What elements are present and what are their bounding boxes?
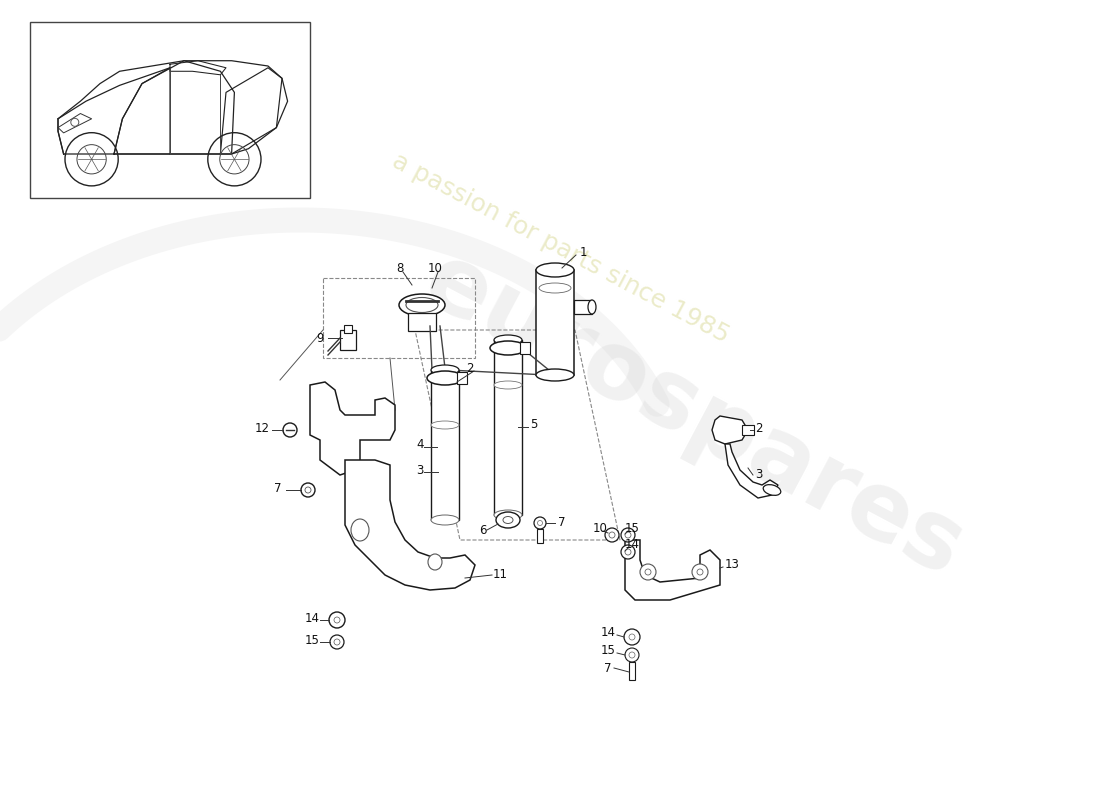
Bar bbox=[536, 270, 574, 375]
Ellipse shape bbox=[539, 283, 571, 293]
Circle shape bbox=[640, 564, 656, 580]
Circle shape bbox=[538, 521, 542, 526]
Circle shape bbox=[534, 517, 546, 529]
Text: 4: 4 bbox=[416, 438, 424, 451]
Ellipse shape bbox=[763, 485, 781, 495]
Text: 10: 10 bbox=[428, 262, 442, 274]
Ellipse shape bbox=[588, 300, 596, 314]
Ellipse shape bbox=[399, 294, 446, 316]
Circle shape bbox=[283, 423, 297, 437]
Polygon shape bbox=[310, 382, 395, 475]
Ellipse shape bbox=[494, 335, 522, 345]
Text: 7: 7 bbox=[604, 662, 612, 674]
Bar bbox=[629, 662, 635, 680]
Ellipse shape bbox=[494, 510, 522, 520]
Bar bbox=[431, 370, 459, 520]
Circle shape bbox=[605, 528, 619, 542]
Ellipse shape bbox=[536, 263, 574, 277]
Text: 14: 14 bbox=[625, 538, 639, 551]
Text: 15: 15 bbox=[601, 645, 615, 658]
Bar bbox=[344, 325, 352, 333]
Text: 8: 8 bbox=[396, 262, 404, 274]
Text: 13: 13 bbox=[725, 558, 740, 571]
Bar bbox=[323, 278, 475, 358]
Circle shape bbox=[301, 483, 315, 497]
Bar bbox=[537, 529, 543, 543]
Bar bbox=[408, 313, 436, 331]
Text: eurospares: eurospares bbox=[408, 235, 978, 597]
Bar bbox=[456, 372, 468, 384]
Circle shape bbox=[697, 569, 703, 575]
Bar bbox=[340, 330, 356, 350]
Text: 7: 7 bbox=[558, 517, 565, 530]
Circle shape bbox=[621, 528, 635, 542]
Circle shape bbox=[625, 532, 631, 538]
Ellipse shape bbox=[431, 421, 459, 429]
Text: 14: 14 bbox=[601, 626, 616, 639]
Polygon shape bbox=[712, 416, 748, 444]
Circle shape bbox=[629, 634, 635, 640]
Circle shape bbox=[624, 629, 640, 645]
Text: 1: 1 bbox=[580, 246, 587, 258]
Bar bbox=[742, 425, 754, 435]
Text: 6: 6 bbox=[480, 523, 486, 537]
Circle shape bbox=[334, 639, 340, 645]
Ellipse shape bbox=[351, 519, 369, 541]
Circle shape bbox=[609, 532, 615, 538]
Polygon shape bbox=[625, 540, 720, 600]
Text: 7: 7 bbox=[274, 482, 282, 494]
Text: 11: 11 bbox=[493, 569, 508, 582]
Ellipse shape bbox=[428, 554, 442, 570]
Ellipse shape bbox=[496, 512, 520, 528]
Circle shape bbox=[305, 487, 311, 493]
Bar bbox=[574, 300, 592, 314]
Polygon shape bbox=[725, 444, 778, 498]
Bar bbox=[520, 342, 530, 354]
Text: 9: 9 bbox=[317, 331, 323, 345]
Bar bbox=[494, 340, 522, 515]
Bar bbox=[30, 22, 310, 198]
Circle shape bbox=[329, 612, 345, 628]
Text: 3: 3 bbox=[416, 463, 424, 477]
Text: 10: 10 bbox=[593, 522, 607, 534]
Circle shape bbox=[692, 564, 708, 580]
Text: 14: 14 bbox=[305, 611, 319, 625]
Text: 15: 15 bbox=[625, 522, 639, 534]
Circle shape bbox=[645, 569, 651, 575]
Text: 3: 3 bbox=[755, 469, 762, 482]
Ellipse shape bbox=[490, 341, 526, 355]
Ellipse shape bbox=[431, 365, 459, 375]
Text: a passion for parts since 1985: a passion for parts since 1985 bbox=[388, 149, 734, 347]
Ellipse shape bbox=[494, 381, 522, 389]
Circle shape bbox=[330, 635, 344, 649]
Text: 15: 15 bbox=[305, 634, 319, 646]
Circle shape bbox=[629, 652, 635, 658]
Ellipse shape bbox=[431, 515, 459, 525]
Ellipse shape bbox=[427, 371, 463, 385]
Text: 12: 12 bbox=[254, 422, 270, 434]
Text: 2: 2 bbox=[755, 422, 762, 434]
Ellipse shape bbox=[536, 369, 574, 381]
Polygon shape bbox=[345, 460, 475, 590]
Text: 2: 2 bbox=[466, 362, 474, 374]
Ellipse shape bbox=[503, 517, 513, 523]
Circle shape bbox=[621, 545, 635, 559]
Ellipse shape bbox=[406, 298, 438, 313]
Circle shape bbox=[334, 617, 340, 623]
Circle shape bbox=[625, 648, 639, 662]
Text: 5: 5 bbox=[530, 418, 538, 431]
Circle shape bbox=[625, 549, 631, 555]
